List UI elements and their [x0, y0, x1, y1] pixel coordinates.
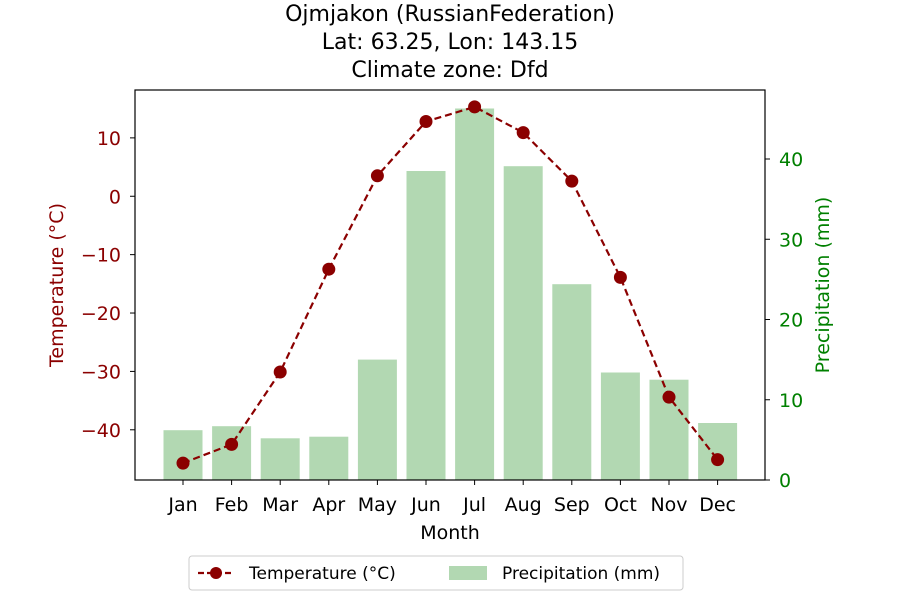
- precipitation-bar-mar: [260, 438, 300, 480]
- x-tick-label-sep: Sep: [554, 494, 590, 516]
- y-right-tick-label: 30: [779, 229, 803, 251]
- temperature-point-may: [370, 169, 384, 183]
- precipitation-bar-jun: [406, 171, 446, 480]
- x-tick-label-aug: Aug: [505, 494, 542, 516]
- y-left-tick-label: 10: [97, 128, 121, 150]
- x-tick-label-jul: Jul: [462, 494, 486, 516]
- precipitation-bar-jan: [163, 430, 203, 480]
- precipitation-bars: [163, 108, 738, 480]
- precipitation-bar-may: [357, 359, 397, 480]
- chart-title-line-3: Climate zone: Dfd: [351, 58, 548, 83]
- chart-title-line-1: Ojmjakon (RussianFederation): [285, 2, 615, 27]
- y-right-tick-label: 10: [779, 390, 803, 412]
- legend-frame: [188, 555, 684, 591]
- temperature-point-sep: [565, 174, 579, 188]
- y-axis-left: 10 0 −10 −20 −30 −40: [81, 128, 135, 442]
- precipitation-bar-dec: [698, 423, 738, 480]
- x-tick-label-may: May: [358, 494, 397, 516]
- y-left-tick-label: −10: [81, 245, 121, 267]
- x-tick-label-nov: Nov: [650, 494, 687, 516]
- temperature-point-apr: [322, 262, 336, 276]
- temperature-point-jul: [468, 100, 482, 114]
- y-axis-right-label: Precipitation (mm): [812, 197, 834, 374]
- y-axis-left-label: Temperature (°C): [46, 203, 68, 368]
- temperature-point-aug: [516, 126, 530, 140]
- legend-temperature-marker: [210, 567, 222, 579]
- legend-temperature-label: Temperature (°C): [248, 564, 396, 584]
- x-tick-label-jun: Jun: [410, 494, 441, 516]
- x-tick-label-oct: Oct: [604, 494, 637, 516]
- x-tick-label-mar: Mar: [262, 494, 298, 516]
- precipitation-bar-oct: [600, 372, 640, 480]
- y-left-tick-label: −30: [81, 361, 121, 383]
- x-tick-label-apr: Apr: [312, 494, 345, 516]
- y-left-tick-label: −20: [81, 303, 121, 325]
- precipitation-bar-sep: [552, 284, 592, 480]
- x-axis: Jan Feb Mar Apr May Jun Jul Aug Sep Oct Nov Dec: [167, 480, 736, 516]
- y-right-tick-label: 40: [779, 149, 803, 171]
- precipitation-bar-jul: [455, 108, 495, 480]
- temperature-line: [176, 100, 725, 470]
- temperature-point-mar: [273, 365, 287, 379]
- legend-precipitation-label: Precipitation (mm): [502, 564, 660, 584]
- x-tick-label-dec: Dec: [699, 494, 736, 516]
- temperature-point-jun: [419, 115, 433, 128]
- chart-title-line-2: Lat: 63.25, Lon: 143.15: [322, 30, 578, 55]
- y-right-tick-label: 20: [779, 310, 803, 332]
- temperature-point-dec: [711, 453, 725, 467]
- y-left-tick-label: 0: [109, 186, 121, 208]
- temperature-point-oct: [613, 270, 627, 284]
- precipitation-bar-aug: [503, 166, 543, 480]
- temperature-point-jan: [176, 456, 190, 470]
- precipitation-bar-apr: [309, 436, 349, 480]
- legend-precipitation-swatch: [449, 566, 487, 580]
- y-right-tick-label: 0: [779, 470, 791, 492]
- x-tick-label-feb: Feb: [215, 494, 249, 516]
- x-tick-label-jan: Jan: [167, 494, 197, 516]
- temperature-point-feb: [225, 437, 239, 451]
- y-left-tick-label: −40: [81, 420, 121, 442]
- x-axis-label: Month: [420, 522, 480, 544]
- legend: Temperature (°C) Precipitation (mm): [188, 555, 684, 591]
- temperature-point-nov: [662, 390, 676, 404]
- y-axis-right: 0 10 20 30 40: [765, 149, 803, 492]
- temperature-series-line: [182, 105, 719, 465]
- plot-frame: [134, 89, 766, 481]
- precipitation-bar-feb: [212, 426, 252, 480]
